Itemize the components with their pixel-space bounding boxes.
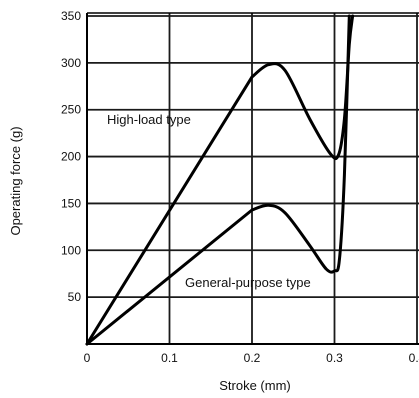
y-tick-label: 250 [61,103,81,117]
grid [87,13,419,344]
x-tick-label: 0.4 [409,351,419,365]
series-label-high-load: High-load type [107,112,191,127]
y-tick-label: 350 [61,9,81,23]
y-axis-label: Operating force (g) [8,126,23,235]
x-tick-label: 0.2 [244,351,261,365]
y-tick-label: 50 [68,290,82,304]
series-layer [85,14,355,346]
y-tick-label: 200 [61,150,81,164]
y-tick-label: 300 [61,56,81,70]
tick-labels: 50 100 150 200 250 300 350 0 0.1 0.2 0.3 0.4 [61,9,419,365]
y-tick-label: 150 [61,196,81,210]
series-label-general-purpose: General-purpose type [185,275,311,290]
x-tick-label: 0 [84,351,91,365]
axes [86,12,419,345]
x-tick-label: 0.1 [161,351,178,365]
series-line-general-purpose [85,14,351,346]
x-axis-label: Stroke (mm) [219,378,291,393]
x-tick-label: 0.3 [326,351,343,365]
y-tick-label: 100 [61,243,81,257]
series-line-high-load [85,14,355,346]
